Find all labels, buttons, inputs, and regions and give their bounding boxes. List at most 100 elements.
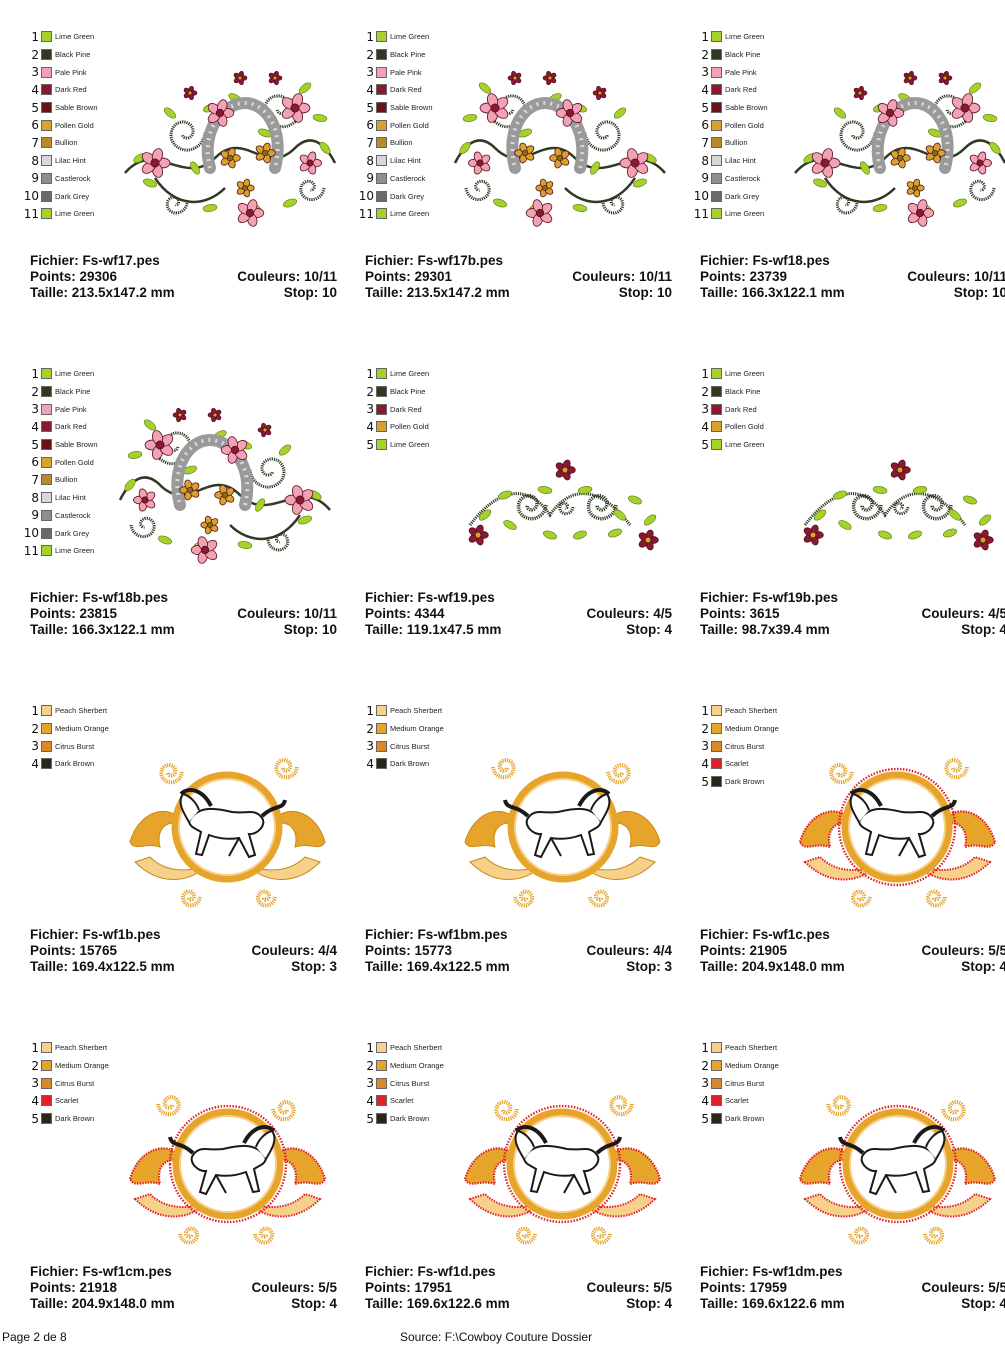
stop-count: Stop: 10 (283, 622, 337, 637)
thread-swatch (376, 155, 387, 167)
thread-name: Castlerock (55, 173, 91, 183)
red-flower (592, 85, 607, 101)
thread-swatch (376, 403, 387, 415)
thread-number: 3 (366, 402, 374, 417)
spiral-stitch (926, 889, 947, 908)
leaf-shape (163, 107, 177, 119)
thread-number: 2 (31, 1058, 39, 1073)
thread-row: 3 Citrus Burst (15, 1074, 109, 1092)
pink-flower (190, 536, 218, 564)
leaf-shape (608, 528, 622, 538)
thread-row: 4 Dark Red (350, 81, 433, 99)
design-size: Taille: 166.3x122.1 mm (700, 285, 845, 300)
spiral-stitch (586, 493, 618, 521)
thread-number: 11 (358, 206, 374, 221)
spiral-stitch (583, 120, 621, 152)
stop-count: Stop: 3 (626, 959, 672, 974)
pink-flower (468, 151, 491, 175)
embroidery-preview (798, 757, 997, 908)
thread-swatch (376, 84, 387, 96)
design-card: 1 Peach Sherbert 2 Medium Orange 3 Citrus Bur… (685, 684, 1005, 1004)
thread-row: 2 Black Pine (685, 46, 768, 64)
thread-number: 1 (366, 29, 374, 44)
thread-row: 1 Peach Sherbert (15, 702, 109, 720)
thread-number: 6 (31, 455, 39, 470)
thread-name: Black Pine (390, 387, 426, 397)
floral-horseshoe-art (453, 70, 666, 227)
thread-name: Medium Orange (725, 724, 779, 734)
stitch-points: Points: 15765 (30, 943, 118, 958)
thread-number: 2 (701, 384, 709, 399)
thread-row: 9 Castlerock (15, 507, 98, 525)
thread-row: 5 Sable Brown (685, 99, 767, 117)
thread-swatch (711, 1077, 722, 1089)
thread-name: Dark Brown (390, 759, 430, 769)
thread-row: 2 Medium Orange (350, 720, 443, 738)
design-size: Taille: 213.5x147.2 mm (30, 285, 175, 300)
thread-number: 3 (701, 1076, 709, 1091)
thread-name: Black Pine (55, 50, 91, 60)
thread-row: 1 Lime Green (685, 365, 764, 383)
thread-name: Medium Orange (55, 1061, 109, 1071)
thread-palette: 1 Peach Sherbert 2 Medium Orange 3 Citrus Bur… (350, 702, 443, 773)
thread-row: 9 Castlerock (350, 170, 433, 188)
leaf-shape (573, 530, 587, 540)
thread-number: 5 (31, 437, 39, 452)
thread-name: Sable Brown (390, 103, 433, 113)
color-count: Couleurs: 5/5 (586, 1280, 672, 1295)
thread-name: Citrus Burst (55, 1078, 95, 1088)
thread-number: 5 (366, 437, 374, 452)
thread-row: 11 Lime Green (685, 205, 768, 223)
horse-scroll-art (463, 1094, 662, 1245)
gold-flower (906, 178, 925, 198)
thread-palette: 1 Peach Sherbert 2 Medium Orange 3 Citrus Bur… (350, 1039, 443, 1127)
thread-row: 1 Peach Sherbert (15, 1039, 109, 1057)
thread-swatch (41, 102, 52, 114)
design-size: Taille: 204.9x148.0 mm (30, 1296, 175, 1311)
thread-swatch (41, 545, 52, 557)
thread-name: Black Pine (390, 50, 426, 60)
spiral-stitch (165, 195, 189, 215)
pink-flower (299, 151, 322, 175)
thread-number: 4 (31, 419, 39, 434)
thread-row: 11 Lime Green (350, 205, 433, 223)
file-name: Fichier: Fs-wf1cm.pes (30, 1264, 172, 1279)
thread-name: Dark Brown (55, 1114, 95, 1124)
leaf-shape (989, 141, 1001, 155)
thread-number: 6 (31, 118, 39, 133)
thread-row: 5 Lime Green (350, 436, 429, 454)
thread-swatch (711, 172, 722, 184)
floral-border-art (803, 459, 994, 551)
thread-swatch (376, 49, 387, 61)
thread-number: 9 (31, 508, 39, 523)
thread-name: Castlerock (390, 173, 426, 183)
thread-row: 6 Pollen Gold (685, 116, 768, 134)
spiral-stitch (178, 1226, 199, 1245)
thread-name: Pollen Gold (390, 120, 429, 130)
thread-number: 3 (31, 739, 39, 754)
thread-number: 3 (366, 65, 374, 80)
thread-row: 4 Dark Red (685, 81, 768, 99)
thread-number: 4 (701, 1093, 709, 1108)
spiral-stitch (921, 493, 953, 521)
thread-swatch (711, 137, 722, 149)
red-flower (183, 85, 198, 101)
thread-swatch (376, 137, 387, 149)
thread-row: 4 Scarlet (685, 755, 779, 773)
design-card: 1 Peach Sherbert 2 Medium Orange 3 Citrus Bur… (15, 684, 340, 1004)
embroidery-preview (124, 70, 337, 227)
red-flower (468, 524, 489, 546)
stitch-points: Points: 4344 (365, 606, 445, 621)
thread-number: 1 (31, 29, 39, 44)
spiral-stitch (826, 1094, 851, 1117)
thread-row: 3 Citrus Burst (685, 1074, 779, 1092)
thread-palette: 1 Peach Sherbert 2 Medium Orange 3 Citrus Bur… (685, 702, 779, 790)
file-name: Fichier: Fs-wf1b.pes (30, 927, 161, 942)
thread-row: 10 Dark Grey (15, 524, 98, 542)
thread-number: 4 (31, 756, 39, 771)
leaf-shape (124, 478, 136, 492)
red-flower (207, 407, 222, 423)
design-card: 1 Lime Green 2 Black Pine 3 Dark Red 4 Pollen G… (350, 347, 675, 667)
thread-name: Lilac Hint (390, 156, 421, 166)
thread-row: 3 Pale Pink (15, 63, 98, 81)
